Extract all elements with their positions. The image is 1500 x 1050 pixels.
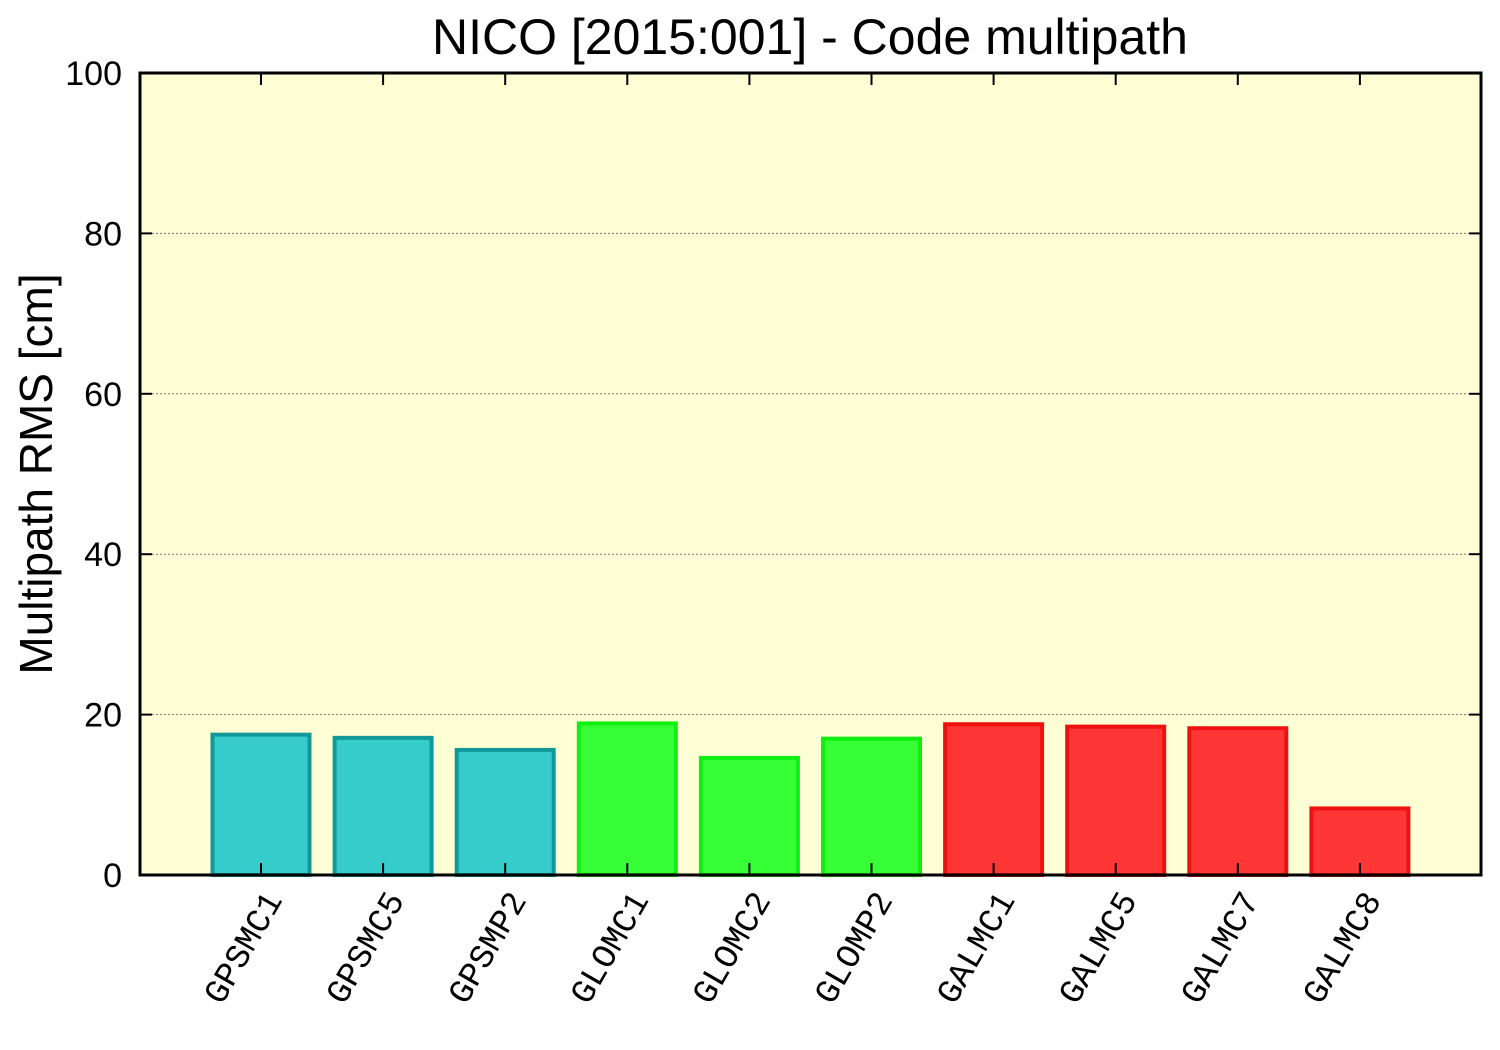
y-tick-labels: 0 20 40 60 80 100 <box>65 55 122 895</box>
chart-title: NICO [2015:001] - Code multipath <box>432 9 1188 65</box>
x-tick-label: GPSMC1 <box>198 887 292 1012</box>
bar-glomc2 <box>698 755 800 878</box>
bar-glomp2 <box>821 736 922 877</box>
bar-galmc7 <box>1187 726 1289 878</box>
bars <box>210 721 1411 878</box>
y-tick-label: 0 <box>103 857 122 895</box>
x-tick-label: GLOMC2 <box>687 887 781 1012</box>
bar-gpsmc5 <box>332 735 434 877</box>
y-tick-label: 20 <box>84 697 122 735</box>
bar-gpsmp2 <box>454 747 556 877</box>
x-tick-label: GLOMC1 <box>565 887 659 1012</box>
y-tick-label: 60 <box>84 376 122 414</box>
grid-lines <box>140 232 1481 716</box>
y-axis-label: Multipath RMS [cm] <box>10 273 62 674</box>
x-tick-label: GALMC8 <box>1297 887 1391 1012</box>
y-tick-label: 40 <box>84 536 122 574</box>
bar-galmc1 <box>943 722 1045 877</box>
x-tick-label: GALMC7 <box>1175 887 1269 1012</box>
bar-glomc1 <box>576 721 678 877</box>
x-tick-label: GPSMC5 <box>321 887 415 1012</box>
x-tick-labels: GPSMC1 GPSMC5 GPSMP2 GLOMC1 GLOMC2 GLOMP2 GALM… <box>198 887 1391 1012</box>
y-tick-label: 80 <box>84 215 122 253</box>
x-tick-label: GLOMP2 <box>809 887 903 1012</box>
bar-gpsmc1 <box>210 732 312 878</box>
x-tick-label: GALMC5 <box>1053 887 1147 1012</box>
y-tick-label: 100 <box>65 55 122 93</box>
x-tick-label: GPSMP2 <box>443 887 537 1012</box>
plot-border <box>138 71 1483 877</box>
axis-ticks <box>140 72 1481 876</box>
bar-galmc5 <box>1065 724 1167 877</box>
x-tick-label: GALMC1 <box>931 887 1025 1012</box>
